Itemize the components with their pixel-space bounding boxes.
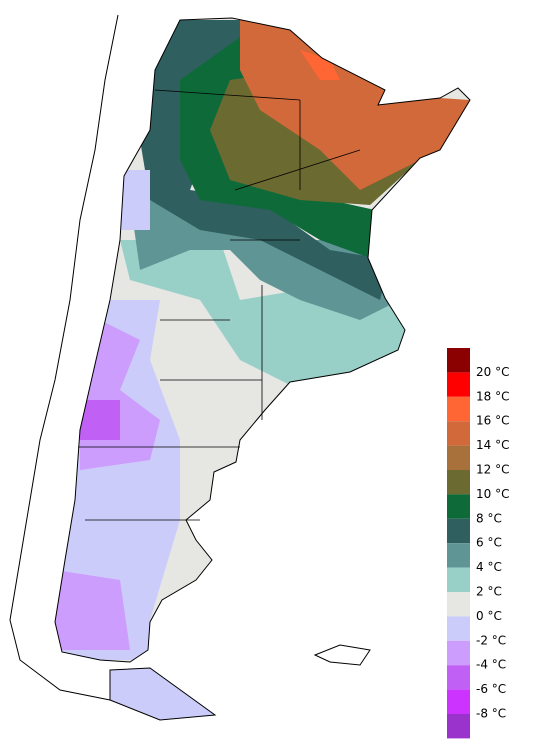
legend-swatch bbox=[447, 714, 470, 739]
legend-swatch bbox=[447, 665, 470, 690]
province-borders bbox=[78, 89, 361, 521]
legend-label: 18 °C bbox=[476, 389, 509, 403]
legend-swatch bbox=[447, 518, 470, 544]
country-outline bbox=[54, 17, 471, 663]
legend-swatch bbox=[447, 592, 470, 617]
legend-label: -6 °C bbox=[476, 682, 506, 696]
legend-swatch bbox=[447, 567, 470, 592]
legend-label: 8 °C bbox=[476, 511, 502, 525]
legend-swatch bbox=[447, 470, 470, 495]
legend-label: 0 °C bbox=[476, 609, 502, 623]
tierra-del-fuego bbox=[109, 667, 217, 721]
legend-label: 2 °C bbox=[476, 585, 502, 599]
legend-label: -2 °C bbox=[476, 633, 506, 647]
legend: 20 °C 18 °C 16 °C 14 °C 12 °C 10 °C 8 °C 6 °C 4 … bbox=[447, 348, 509, 739]
legend-swatch bbox=[447, 445, 470, 470]
legend-swatch bbox=[447, 543, 470, 568]
coast bbox=[9, 14, 119, 701]
legend-swatch bbox=[447, 372, 470, 397]
legend-swatch bbox=[447, 689, 470, 714]
legend-label: 6 °C bbox=[476, 536, 502, 550]
legend-swatch bbox=[447, 640, 470, 666]
legend-label: 14 °C bbox=[476, 438, 509, 452]
legend-label: 12 °C bbox=[476, 463, 509, 477]
islands bbox=[313, 644, 371, 666]
legend-label: -8 °C bbox=[476, 707, 506, 721]
legend-label: -4 °C bbox=[476, 658, 506, 672]
legend-swatch bbox=[447, 396, 470, 422]
legend-label: 20 °C bbox=[476, 365, 509, 379]
legend-swatch bbox=[447, 616, 470, 641]
legend-swatch bbox=[447, 421, 470, 446]
legend-swatch bbox=[447, 348, 470, 373]
legend-label: 16 °C bbox=[476, 414, 509, 428]
legend-label: 10 °C bbox=[476, 487, 509, 501]
legend-swatch bbox=[447, 494, 470, 519]
legend-label: 4 °C bbox=[476, 560, 502, 574]
